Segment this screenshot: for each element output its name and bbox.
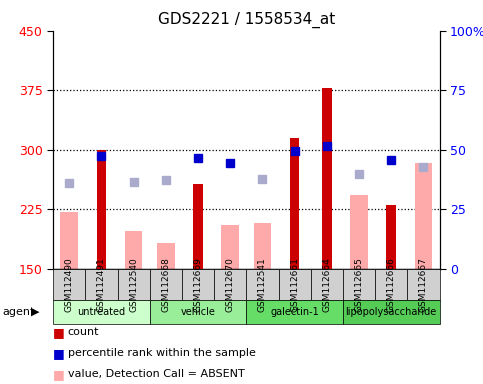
- Text: ■: ■: [53, 368, 65, 381]
- Bar: [97, 150, 106, 269]
- Text: GSM112669: GSM112669: [194, 257, 202, 311]
- Text: GSM112541: GSM112541: [258, 257, 267, 311]
- Bar: [157, 243, 175, 269]
- Text: GSM112540: GSM112540: [129, 257, 138, 311]
- Bar: [125, 231, 142, 269]
- Bar: [414, 163, 432, 269]
- Text: galectin-1: galectin-1: [270, 307, 319, 317]
- Text: ▶: ▶: [31, 307, 40, 317]
- Text: agent: agent: [2, 307, 35, 317]
- Text: percentile rank within the sample: percentile rank within the sample: [68, 348, 256, 358]
- Text: GSM112666: GSM112666: [387, 257, 396, 311]
- Text: GSM112661: GSM112661: [290, 257, 299, 311]
- Bar: [290, 138, 299, 269]
- Text: value, Detection Call = ABSENT: value, Detection Call = ABSENT: [68, 369, 244, 379]
- Text: GSM112491: GSM112491: [97, 257, 106, 311]
- Bar: [254, 223, 271, 269]
- Text: GSM112664: GSM112664: [322, 257, 331, 311]
- Bar: [221, 225, 239, 269]
- Text: untreated: untreated: [77, 307, 126, 317]
- Bar: [350, 195, 368, 269]
- Text: ■: ■: [53, 347, 65, 360]
- Bar: [60, 212, 78, 269]
- Text: GSM112668: GSM112668: [161, 257, 170, 311]
- Bar: [322, 88, 332, 269]
- Title: GDS2221 / 1558534_at: GDS2221 / 1558534_at: [158, 12, 335, 28]
- Bar: [193, 184, 203, 269]
- Text: GSM112490: GSM112490: [65, 257, 74, 311]
- Text: GSM112665: GSM112665: [355, 257, 364, 311]
- Text: GSM112667: GSM112667: [419, 257, 428, 311]
- Text: count: count: [68, 327, 99, 337]
- Text: GSM112670: GSM112670: [226, 257, 235, 311]
- Bar: [386, 205, 396, 269]
- Text: vehicle: vehicle: [181, 307, 215, 317]
- Text: lipopolysaccharide: lipopolysaccharide: [346, 307, 437, 317]
- Text: ■: ■: [53, 326, 65, 339]
